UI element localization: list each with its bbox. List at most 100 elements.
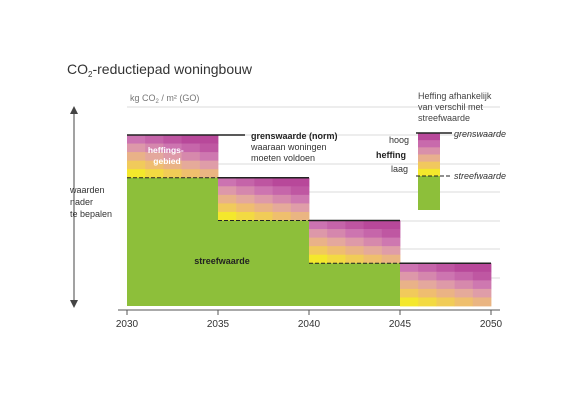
heffing-cell	[454, 288, 474, 298]
heffing-cell	[236, 211, 255, 221]
heffing-cell	[218, 211, 237, 221]
heffing-cell	[327, 220, 346, 230]
heffing-cell	[472, 271, 492, 281]
heffing-cell	[290, 186, 310, 196]
heffing-cell	[363, 229, 383, 238]
step-lines	[127, 134, 491, 265]
legend-heffing-cell	[418, 140, 440, 148]
heffing-cell	[363, 246, 383, 256]
heffing-cell	[272, 177, 292, 187]
legend-heffing-cell	[418, 168, 440, 177]
heffing-cell	[345, 237, 364, 247]
heffing-cell	[381, 237, 401, 247]
heffing-cell	[436, 263, 455, 273]
heffing-cell	[163, 152, 182, 162]
heffing-cell	[127, 143, 146, 153]
heffing-cell	[254, 211, 273, 221]
heffing-cell	[363, 254, 383, 264]
heffing-cell	[254, 203, 273, 213]
x-axis: 2030 2035 2040 2045 2050	[116, 309, 503, 330]
heffingsgebied-label: heffings- gebied	[148, 145, 186, 166]
heffing-cell	[418, 297, 437, 307]
heffing-cell	[309, 237, 328, 247]
heffing-cell	[145, 160, 164, 170]
x-tick-label: 2040	[298, 319, 321, 330]
heffing-cell	[127, 160, 146, 170]
x-tick-label: 2050	[480, 319, 503, 330]
heffing-cell	[381, 246, 401, 256]
heffing-cell	[254, 194, 273, 204]
x-tick-label: 2035	[207, 319, 230, 330]
heffing-cell	[236, 203, 255, 213]
heffing-cell	[163, 135, 182, 144]
legend-gradient-bar	[418, 133, 440, 210]
y-unit-label: kg CO2 / m² (GO)	[130, 93, 199, 105]
legend-streefwaarde-label: streefwaarde	[454, 171, 506, 181]
heffing-cell	[345, 220, 364, 230]
heffing-cell	[454, 297, 474, 307]
heffing-cell	[309, 254, 328, 264]
heffing-cell	[290, 203, 310, 213]
chart-title: CO2-reductiepad woningbouw	[67, 61, 253, 79]
heffing-cell	[454, 263, 474, 273]
x-tick-label: 2030	[116, 319, 139, 330]
legend-heffing-cell	[418, 154, 440, 163]
heffing-gradient-area	[127, 135, 492, 307]
heffing-cell	[309, 246, 328, 256]
heffing-cell	[199, 143, 219, 153]
heffing-cell	[436, 288, 455, 298]
heffing-cell	[163, 169, 182, 179]
heffing-cell	[290, 177, 310, 187]
heffing-cell	[381, 254, 401, 264]
heffing-cell	[327, 229, 346, 238]
heffing-cell	[454, 271, 474, 281]
legend-heffing-label: heffing	[376, 150, 406, 160]
legend-streefwaarde-cell	[418, 176, 440, 210]
grenswaarde-description: waaraan woningen moeten voldoen	[250, 142, 329, 163]
heffing-cell	[272, 211, 292, 221]
heffing-cell	[400, 288, 419, 298]
heffing-cell	[145, 169, 164, 179]
heffing-cell	[254, 177, 273, 187]
heffing-cell	[145, 135, 164, 144]
heffing-cell	[145, 143, 164, 153]
heffing-cell	[127, 135, 146, 144]
heffing-cell	[472, 263, 492, 273]
heffing-cell	[127, 152, 146, 162]
heffing-cell	[218, 177, 237, 187]
heffing-cell	[309, 229, 328, 238]
heffing-cell	[472, 297, 492, 307]
heffing-cell	[418, 288, 437, 298]
heffing-cell	[436, 297, 455, 307]
heffing-cell	[400, 271, 419, 281]
grenswaarde-label: grenswaarde (norm)	[251, 131, 338, 141]
side-arrow	[70, 106, 78, 308]
heffing-cell	[199, 135, 219, 144]
heffing-cell	[290, 211, 310, 221]
heffing-cell	[436, 280, 455, 290]
heffing-cell	[199, 169, 219, 179]
heffing-cell	[199, 152, 219, 162]
heffing-cell	[236, 194, 255, 204]
heffing-cell	[454, 280, 474, 290]
legend-grenswaarde-label: grenswaarde	[454, 129, 506, 139]
heffing-cell	[181, 160, 201, 170]
heffing-cell	[400, 263, 419, 273]
heffing-cell	[218, 203, 237, 213]
heffing-cell	[127, 169, 146, 179]
heffing-cell	[345, 229, 364, 238]
streefwaarde-area	[127, 177, 491, 306]
heffing-cell	[218, 186, 237, 196]
heffing-cell	[254, 186, 273, 196]
heffing-cell	[381, 220, 401, 230]
heffing-cell	[381, 229, 401, 238]
heffing-cell	[327, 254, 346, 264]
heffing-cell	[327, 237, 346, 247]
side-label: waarden nader te bepalen	[69, 185, 112, 219]
heffing-cell	[472, 288, 492, 298]
legend-heffing-cell	[418, 133, 440, 141]
heffing-cell	[236, 177, 255, 187]
heffing-cell	[327, 246, 346, 256]
heffing-cell	[181, 152, 201, 162]
